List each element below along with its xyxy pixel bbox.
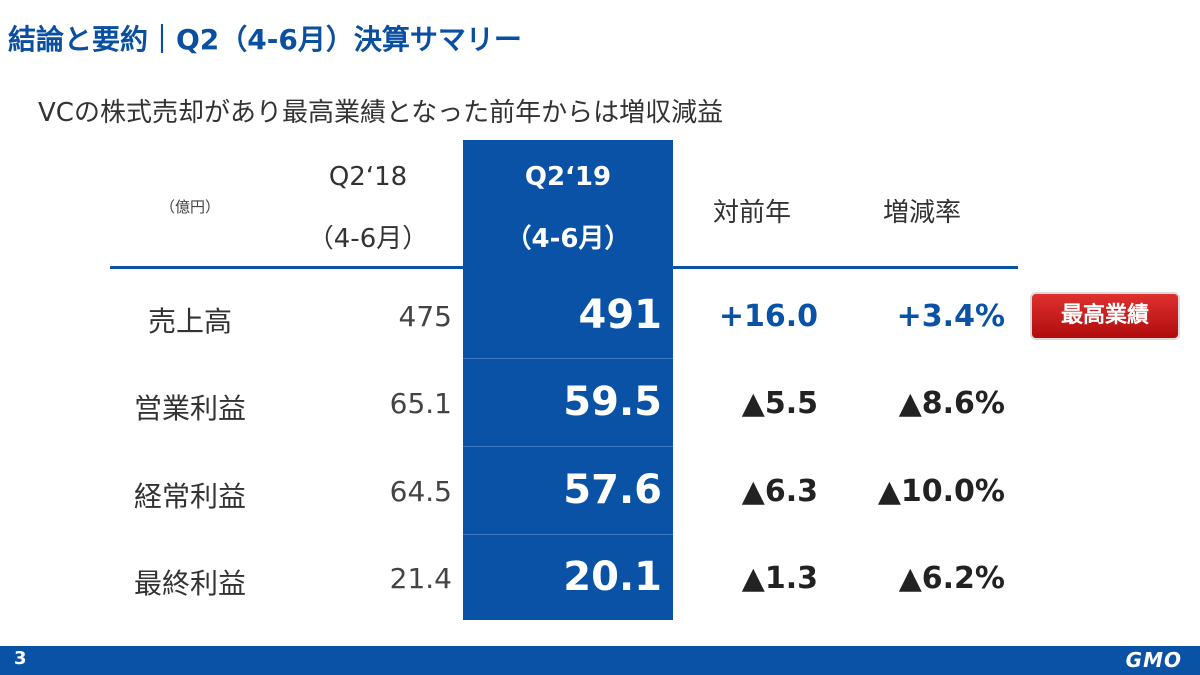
header-rule <box>110 266 1018 269</box>
record-badge: 最高業績 <box>1030 292 1180 340</box>
logo: GMO <box>1125 648 1182 672</box>
change-rate: +3.4% <box>896 299 1005 334</box>
change-rate: ▲10.0% <box>877 474 1005 509</box>
current-value: 491 <box>578 292 663 338</box>
change-rate: ▲6.2% <box>898 561 1005 596</box>
row-label: 営業利益 <box>133 392 246 425</box>
current-value: 57.6 <box>563 467 662 513</box>
yoy-change: ▲5.5 <box>741 386 818 421</box>
prior-value: 21.4 <box>389 562 452 595</box>
column-header: Q2‘18 <box>328 162 408 192</box>
yoy-change: ▲6.3 <box>741 474 818 509</box>
title: 結論と要約｜Q2（4-6月）決算サマリー <box>8 23 522 56</box>
row-separator <box>463 446 673 447</box>
prior-value: 65.1 <box>389 387 452 420</box>
row-label: 経常利益 <box>133 480 246 513</box>
row-separator <box>463 534 673 535</box>
prior-value: 475 <box>398 300 452 333</box>
row-label: 売上高 <box>147 305 232 338</box>
current-value: 20.1 <box>563 554 662 600</box>
row-label: 最終利益 <box>133 567 246 600</box>
subtitle: VCの株式売却があり最高業績となった前年からは増収減益 <box>38 98 724 128</box>
row-separator <box>463 358 673 359</box>
unit-label: （億円） <box>159 198 220 216</box>
column-header: Q2‘19 <box>524 162 612 192</box>
column-header: （4-6月） <box>307 224 429 254</box>
change-rate: ▲8.6% <box>898 386 1005 421</box>
prior-value: 64.5 <box>389 475 452 508</box>
footer-bar <box>0 646 1200 675</box>
current-value: 59.5 <box>563 379 662 425</box>
page-number: 3 <box>14 648 27 669</box>
column-header: 対前年 <box>712 198 791 228</box>
column-header: 増減率 <box>882 198 961 228</box>
column-header: （4-6月） <box>505 224 631 254</box>
yoy-change: ▲1.3 <box>741 561 818 596</box>
yoy-change: +16.0 <box>718 299 818 334</box>
highlight-column <box>463 140 673 620</box>
